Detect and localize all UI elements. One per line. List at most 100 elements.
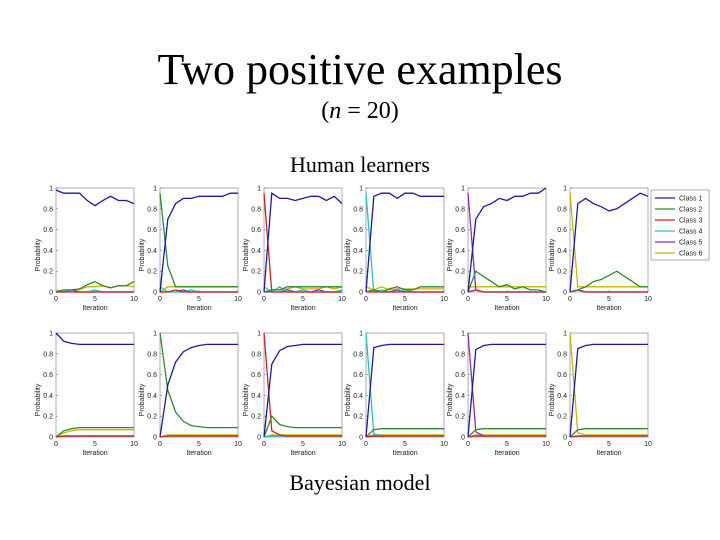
y-tick-label: 0: [359, 435, 363, 442]
y-tick-label: 0: [257, 290, 261, 297]
y-tick-label: 0: [153, 290, 157, 297]
x-tick-label: 10: [644, 296, 652, 303]
y-tick-label: 0.6: [43, 227, 53, 234]
y-tick-label: 0.6: [455, 227, 465, 234]
plot-frame: [467, 187, 547, 293]
y-axis-label: Probability: [447, 238, 454, 271]
y-tick-label: 0: [257, 435, 261, 442]
x-tick-label: 5: [607, 296, 611, 303]
series-line-class-3: [263, 193, 342, 293]
y-tick-label: 0: [563, 290, 567, 297]
series-line-class-2: [569, 428, 648, 438]
series-line-class-1: [569, 343, 648, 438]
x-tick-label: 0: [568, 296, 572, 303]
bayesian-model-label: Bayesian model: [289, 470, 431, 495]
y-axis-label: Probability: [447, 383, 454, 416]
series-line-class-3: [569, 435, 648, 438]
x-axis-label: Iteration: [494, 305, 519, 312]
series-line-class-1: [365, 343, 444, 438]
series-line-class-6: [569, 332, 648, 436]
x-tick-label: 0: [364, 296, 368, 303]
series-line-class-2: [365, 428, 444, 438]
legend-label-class-3: Class 3: [679, 218, 702, 225]
subtitle-variable: n: [329, 98, 342, 124]
x-tick-label: 5: [197, 441, 201, 448]
series-line-class-1: [569, 192, 649, 293]
series-line-class-2: [467, 270, 547, 293]
y-tick-label: 0.4: [147, 393, 157, 400]
x-axis-label: Iteration: [596, 305, 621, 312]
x-axis-label: Iteration: [494, 450, 519, 457]
y-tick-label: 0.2: [353, 414, 363, 421]
y-tick-label: 0.2: [353, 269, 363, 276]
slide-title: Two positive examples: [157, 45, 563, 94]
series-line-class-2: [365, 286, 444, 293]
series-line-class-6: [263, 434, 342, 438]
y-tick-label: 1: [49, 331, 53, 338]
series-line-class-3: [160, 289, 238, 293]
x-tick-label: 0: [158, 296, 162, 303]
y-tick-label: 0.4: [557, 248, 567, 255]
y-tick-label: 0: [563, 435, 567, 442]
plot-frame: [159, 187, 239, 293]
series-line-class-2: [467, 428, 546, 438]
y-tick-label: 0.6: [147, 227, 157, 234]
x-tick-label: 0: [466, 441, 470, 448]
x-axis-label: Iteration: [290, 450, 315, 457]
series-line-class-2: [263, 286, 342, 293]
y-tick-label: 0.2: [455, 269, 465, 276]
y-tick-label: 0.4: [147, 248, 157, 255]
y-tick-label: 0.2: [557, 414, 567, 421]
y-tick-label: 0.2: [251, 269, 261, 276]
series-line-class-1: [365, 192, 444, 293]
x-tick-label: 5: [197, 296, 201, 303]
series-line-class-1: [263, 192, 343, 293]
x-tick-label: 10: [440, 296, 448, 303]
series-line-class-6: [569, 193, 648, 288]
series-line-class-3: [55, 435, 134, 438]
x-tick-label: 10: [234, 441, 242, 448]
x-axis-label: Iteration: [392, 450, 417, 457]
y-tick-label: 1: [153, 331, 157, 338]
legend-label-class-1: Class 1: [679, 196, 702, 203]
series-line-class-2: [159, 332, 238, 429]
x-tick-label: 0: [262, 441, 266, 448]
series-line-class-3: [159, 435, 238, 438]
y-axis-label: Probability: [549, 238, 556, 271]
y-tick-label: 1: [461, 186, 465, 193]
x-tick-label: 0: [364, 441, 368, 448]
x-axis-label: Iteration: [82, 305, 107, 312]
y-tick-label: 0.6: [251, 372, 261, 379]
y-tick-label: 0.6: [251, 227, 261, 234]
x-axis-label: Iteration: [596, 450, 621, 457]
x-tick-label: 5: [93, 441, 97, 448]
x-tick-label: 10: [440, 441, 448, 448]
legend-label-class-2: Class 2: [679, 207, 702, 214]
y-tick-label: 0.8: [455, 351, 465, 358]
y-tick-label: 1: [563, 331, 567, 338]
y-tick-label: 0.8: [147, 206, 157, 213]
legend-label-class-5: Class 5: [679, 240, 702, 247]
x-axis-label: Iteration: [82, 450, 107, 457]
series-line-class-3: [263, 332, 342, 437]
y-tick-label: 1: [257, 331, 261, 338]
plot-frame: [263, 332, 343, 438]
x-axis-label: Iteration: [392, 305, 417, 312]
legend-label-class-4: Class 4: [679, 229, 702, 236]
y-tick-label: 0.2: [455, 414, 465, 421]
x-tick-label: 10: [644, 441, 652, 448]
y-tick-label: 0.6: [43, 372, 53, 379]
y-tick-label: 0.8: [147, 351, 157, 358]
y-tick-label: 0.4: [557, 393, 567, 400]
x-axis-label: Iteration: [290, 305, 315, 312]
y-tick-label: 0.8: [455, 206, 465, 213]
plot-frame: [55, 187, 135, 293]
